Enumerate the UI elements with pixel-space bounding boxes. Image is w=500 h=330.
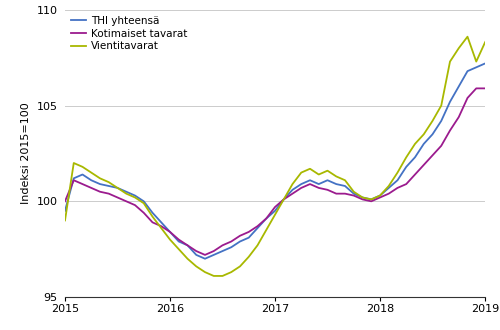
THI yhteensä [62,209,68,213]
Kotimaiset tavarat [62,199,68,203]
Vientitavarat [211,274,217,278]
Vientitavarat [333,175,339,179]
THI yhteensä [368,197,374,201]
Vientitavarat [342,178,348,182]
THI yhteensä [202,257,208,261]
Line: Kotimaiset tavarat: Kotimaiset tavarat [65,88,500,255]
Vientitavarat [491,25,497,29]
Kotimaiset tavarat [421,163,427,167]
THI yhteensä [184,243,190,247]
Legend: THI yhteensä, Kotimaiset tavarat, Vientitavarat: THI yhteensä, Kotimaiset tavarat, Vienti… [68,13,190,54]
Vientitavarat [360,195,366,199]
Kotimaiset tavarat [202,253,208,257]
Vientitavarat [368,197,374,201]
Vientitavarat [184,257,190,261]
Vientitavarat [421,132,427,136]
Kotimaiset tavarat [333,192,339,196]
Kotimaiset tavarat [368,199,374,203]
Kotimaiset tavarat [360,197,366,201]
Vientitavarat [62,218,68,222]
THI yhteensä [421,142,427,146]
THI yhteensä [342,184,348,188]
THI yhteensä [482,61,488,65]
Kotimaiset tavarat [184,243,190,247]
Y-axis label: Indeksi 2015=100: Indeksi 2015=100 [21,103,31,204]
Line: THI yhteensä: THI yhteensä [65,63,500,259]
Kotimaiset tavarat [473,86,479,90]
THI yhteensä [360,195,366,199]
THI yhteensä [333,182,339,186]
Kotimaiset tavarat [342,192,348,196]
Line: Vientitavarat: Vientitavarat [65,27,500,276]
